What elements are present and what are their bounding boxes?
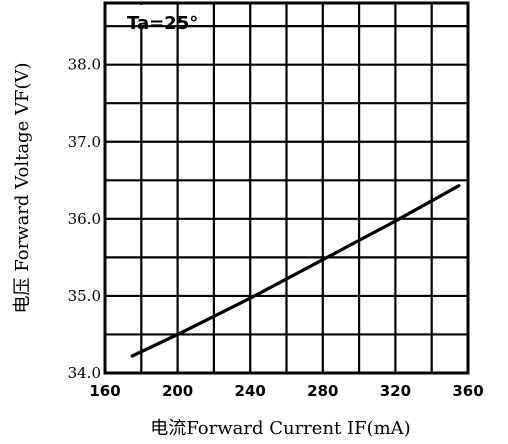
x-tick-label: 280 <box>307 382 338 400</box>
x-tick-label: 240 <box>235 382 266 400</box>
y-tick-labels: 34.0 35.0 36.0 37.0 38.0 <box>68 56 101 382</box>
x-tick-labels: 160 200 240 280 320 360 <box>89 382 483 400</box>
y-tick-label: 36.0 <box>68 210 101 228</box>
series-line <box>130 184 461 358</box>
y-axis-label: 电压 Forward Voltage VF(V) <box>12 63 33 314</box>
y-tick-label: 37.0 <box>68 133 101 151</box>
y-tick-label: 38.0 <box>68 56 101 74</box>
series-group <box>130 184 461 358</box>
y-tick-label: 35.0 <box>68 287 101 305</box>
annotation-background <box>107 5 177 26</box>
x-tick-label: 160 <box>89 382 120 400</box>
plot-frame <box>103 1 470 375</box>
temperature-annotation: Ta=25° <box>127 13 198 34</box>
grid-lines <box>103 3 470 373</box>
x-tick-label: 360 <box>452 382 483 400</box>
x-axis-label: 电流Forward Current IF(mA) <box>150 418 410 439</box>
x-tick-label: 320 <box>380 382 411 400</box>
y-tick-label: 34.0 <box>68 364 101 382</box>
x-tick-label: 200 <box>162 382 193 400</box>
